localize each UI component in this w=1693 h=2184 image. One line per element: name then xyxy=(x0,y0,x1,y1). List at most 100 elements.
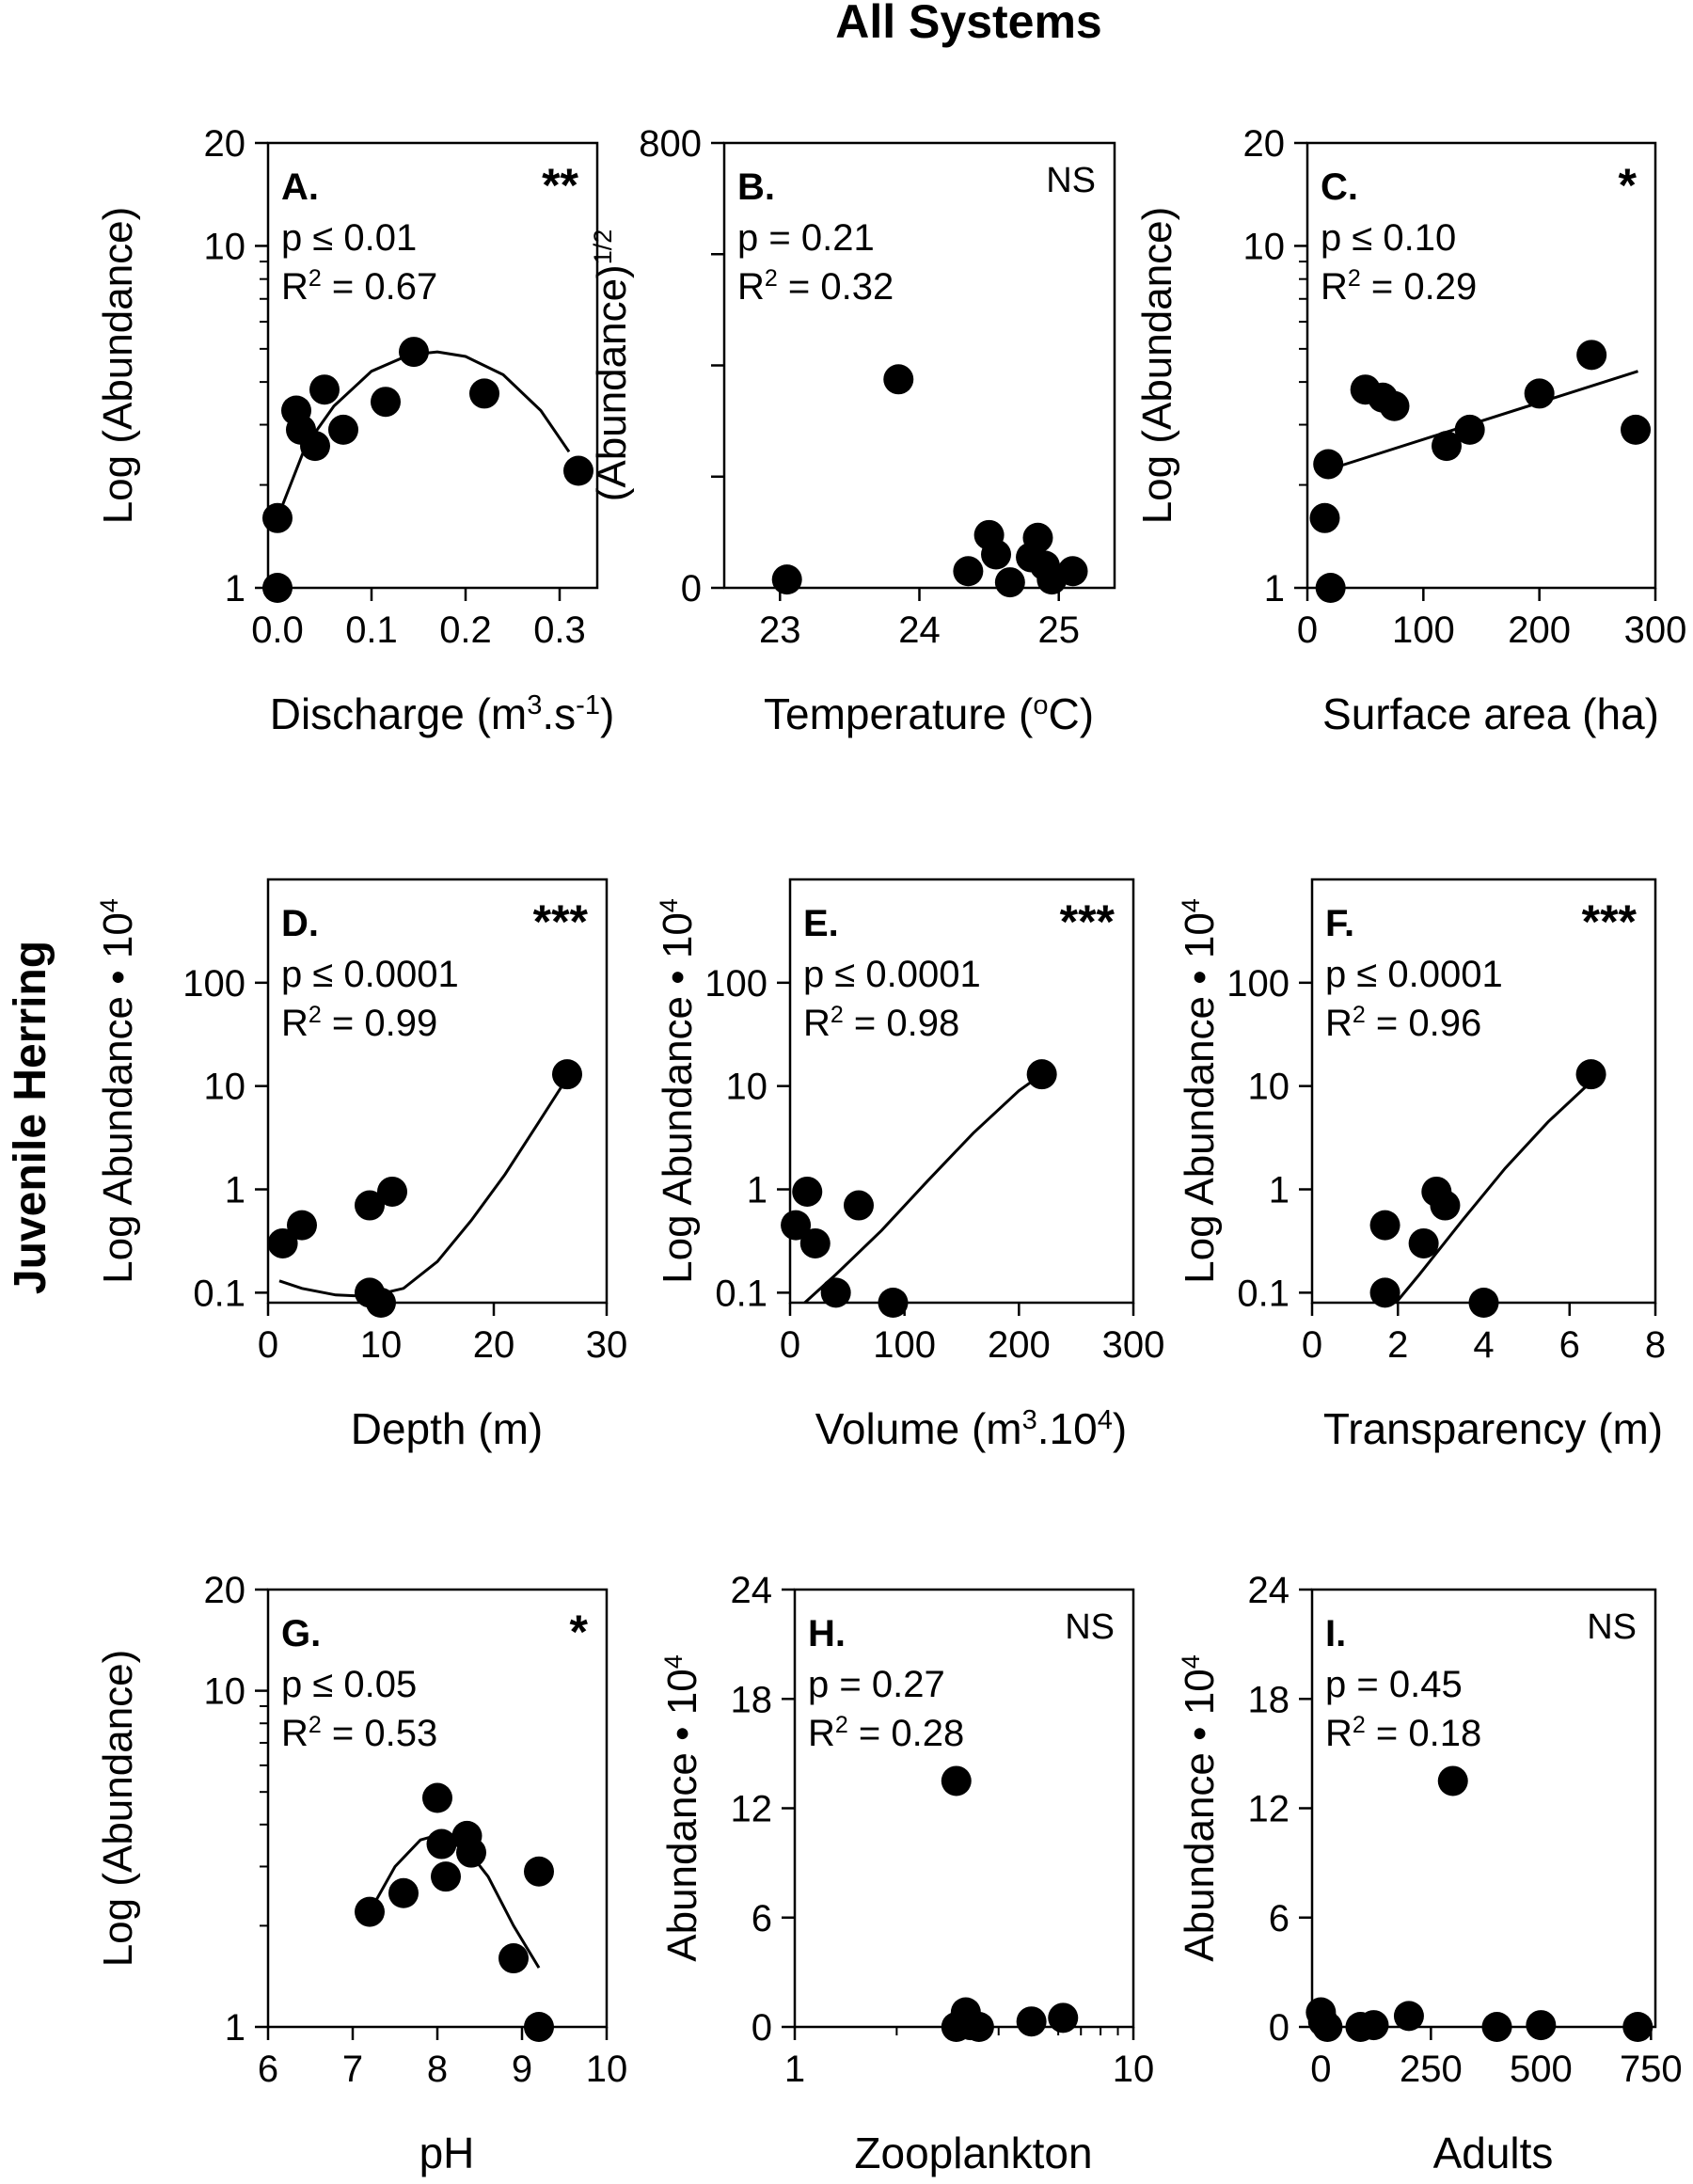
data-point xyxy=(1526,2010,1557,2041)
panel-i: 0 6 12 18 24 0 250 500 750 I. NS p = 0.45 R2 = 0.18 A… xyxy=(1177,1570,1683,2177)
x-tick-label: 6 xyxy=(258,2049,278,2090)
x-tick-label: 1 xyxy=(784,2049,805,2090)
x-tick-label: 500 xyxy=(1510,2049,1573,2090)
data-point xyxy=(799,1227,831,1258)
data-point xyxy=(287,1210,317,1241)
panel-letter: C. xyxy=(1321,166,1358,208)
data-point xyxy=(1437,1765,1468,1796)
x-axis-label: Transparency (m) xyxy=(1323,1404,1663,1453)
data-point xyxy=(366,1288,396,1318)
data-point xyxy=(422,1782,452,1813)
data-point xyxy=(1315,573,1346,603)
panel-b: 0 800 23 24 25 B. NS p = 0.21 R2 = 0.32 Temperatu… xyxy=(589,123,1116,738)
panel-a: 1 10 20 0.0 0.1 0.2 0.3 A. ** p ≤ 0.01 R2 = 0.67 Di… xyxy=(95,123,614,738)
data-point xyxy=(262,502,293,533)
r-squared: R2 = 0.32 xyxy=(737,265,894,308)
data-point xyxy=(1016,2006,1047,2037)
fit-line xyxy=(802,1072,1043,1303)
panel-h: 0 6 12 18 24 1 10 H. NS p = 0.27 R2 = 0.28 Zooplank… xyxy=(659,1570,1154,2177)
data-point xyxy=(1454,414,1485,445)
p-value: p ≤ 0.01 xyxy=(281,217,417,259)
y-axis-label: Log (Abundance) xyxy=(95,1650,141,1968)
y-axis-label: Log Abundance • 104 xyxy=(655,898,701,1284)
data-point xyxy=(267,1227,298,1258)
y-tick-label: 100 xyxy=(704,963,767,1005)
x-axis-label: Surface area (ha) xyxy=(1322,689,1659,738)
data-point xyxy=(844,1190,874,1221)
r-squared: R2 = 0.67 xyxy=(281,265,437,308)
y-tick-label: 24 xyxy=(731,1570,773,1611)
panel-letter: G. xyxy=(281,1613,321,1654)
x-tick-label: 750 xyxy=(1620,2049,1683,2090)
y-tick-label: 20 xyxy=(1243,123,1286,165)
plot-frame xyxy=(1310,1588,1657,2029)
y-tick-label: 0.1 xyxy=(1237,1273,1290,1314)
y-tick-label: 1 xyxy=(1269,1170,1290,1211)
significance-marker: *** xyxy=(1060,895,1115,948)
data-point xyxy=(820,1277,851,1308)
y-tick-label: 0 xyxy=(1269,2007,1290,2049)
data-point xyxy=(355,1896,385,1927)
y-tick-label: 0.1 xyxy=(193,1273,245,1314)
x-tick-label: 0.0 xyxy=(251,609,304,651)
x-tick-label: 7 xyxy=(342,2049,363,2090)
data-point xyxy=(1358,2010,1389,2041)
y-tick-label: 20 xyxy=(204,123,246,165)
significance-marker: * xyxy=(570,1606,589,1658)
y-tick-label: 6 xyxy=(1269,1898,1290,1939)
plot-frame xyxy=(788,878,1135,1305)
x-tick-label: 0 xyxy=(1302,1324,1322,1366)
fit-line xyxy=(278,1077,569,1298)
data-point xyxy=(1576,340,1607,371)
panel-letter: B. xyxy=(737,166,775,208)
y-tick-label: 0.1 xyxy=(715,1273,767,1314)
x-tick-label: 30 xyxy=(586,1324,628,1366)
x-axis-label: Volume (m3.104) xyxy=(815,1404,1127,1453)
y-axis-label: Log (Abundance) xyxy=(95,207,141,525)
data-point xyxy=(399,337,429,368)
panel-letter: D. xyxy=(281,903,319,944)
panel-letter: F. xyxy=(1325,903,1354,944)
data-point xyxy=(1022,522,1053,553)
y-tick-label: 1 xyxy=(225,568,245,609)
x-tick-label: 8 xyxy=(427,2049,448,2090)
data-point xyxy=(262,573,293,603)
y-tick-label: 10 xyxy=(204,1067,246,1108)
x-tick-label: 10 xyxy=(1113,2049,1155,2090)
data-point xyxy=(878,1288,909,1318)
data-point xyxy=(771,564,802,595)
plot-frame xyxy=(793,1588,1135,2029)
x-tick-label: 300 xyxy=(1624,609,1687,651)
data-point xyxy=(431,1861,461,1892)
x-tick-label: 8 xyxy=(1645,1324,1666,1366)
data-point xyxy=(524,1856,554,1887)
x-tick-label: 23 xyxy=(759,609,801,651)
x-tick-label: 250 xyxy=(1400,2049,1463,2090)
y-tick-label: 1 xyxy=(1264,568,1285,609)
r-squared: R2 = 0.18 xyxy=(1325,1712,1481,1754)
data-point xyxy=(981,539,1012,570)
figure-title: All Systems xyxy=(835,0,1101,48)
significance-marker: NS xyxy=(1065,1607,1115,1647)
x-tick-label: 0 xyxy=(1297,609,1318,651)
data-point xyxy=(1468,1288,1499,1318)
p-value: p = 0.21 xyxy=(737,217,875,259)
r-squared: R2 = 0.28 xyxy=(808,1712,964,1754)
y-tick-label: 10 xyxy=(204,1671,246,1713)
y-axis-label: Log (Abundance) xyxy=(1134,207,1180,525)
panel-letter: H. xyxy=(808,1613,846,1654)
panel-e: 0.1 1 10 100 0 100 200 300 E. *** p ≤ 0.0001 R2 = 0… xyxy=(655,878,1164,1453)
x-tick-label: 6 xyxy=(1559,1324,1580,1366)
data-point xyxy=(883,364,914,395)
x-tick-label: 4 xyxy=(1473,1324,1494,1366)
p-value: p = 0.27 xyxy=(808,1664,945,1705)
y-axis-label: Log Abundance • 104 xyxy=(1177,898,1223,1284)
y-tick-label: 10 xyxy=(204,226,246,267)
data-point xyxy=(1408,1227,1439,1258)
data-point xyxy=(456,1837,486,1868)
data-point xyxy=(792,1176,823,1207)
data-point xyxy=(1481,2012,1512,2042)
data-point xyxy=(1313,449,1344,480)
plot-frame xyxy=(722,141,1116,590)
data-point xyxy=(1369,1210,1400,1241)
